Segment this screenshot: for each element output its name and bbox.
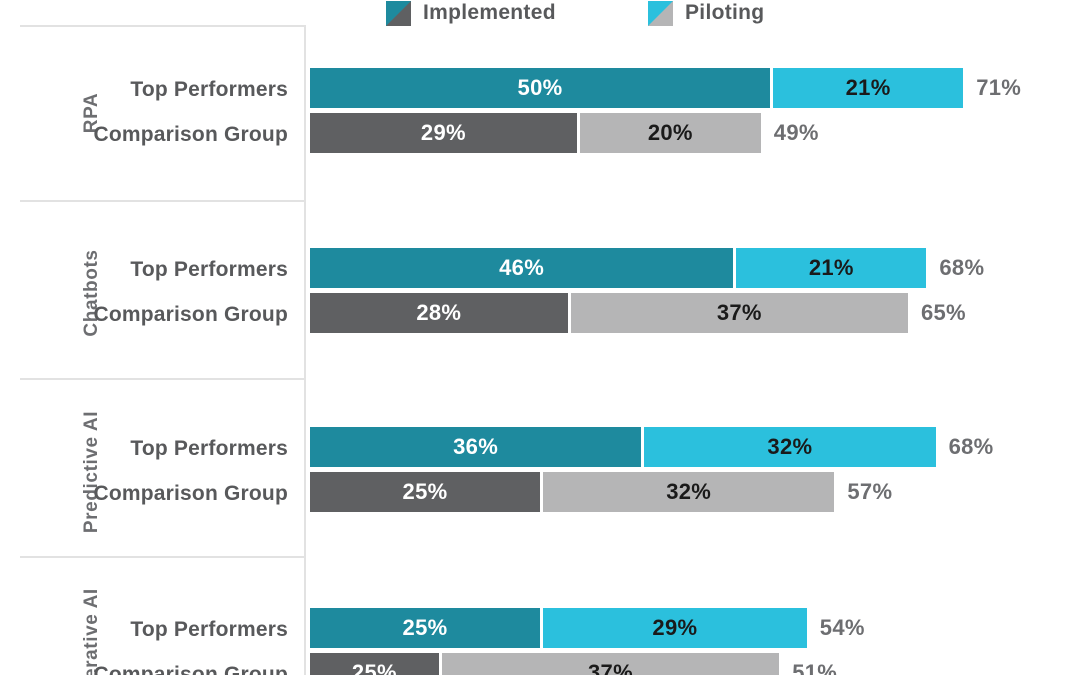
category-cell: RPA Top Performers Comparison Group <box>20 25 306 200</box>
bar-comparison-group: 28% 37% 65% <box>310 293 966 333</box>
bar-comparison-group: 25% 32% 57% <box>310 472 892 512</box>
segment-piloting: 29% <box>540 608 807 648</box>
segment-implemented: 25% <box>310 472 540 512</box>
total-label: 57% <box>847 479 893 504</box>
category-cell: Chatbots Top Performers Comparison Group <box>20 200 306 378</box>
legend-label-piloting: Piloting <box>685 1 765 24</box>
legend-label-implemented: Implemented <box>423 1 556 24</box>
total-label: 49% <box>773 120 819 145</box>
category-section-rpa: RPA Top Performers Comparison Group 50% 2… <box>0 25 1080 200</box>
total-label: 65% <box>920 300 966 325</box>
total-label: 68% <box>939 255 985 280</box>
total-label: 54% <box>819 615 865 640</box>
category-cell: Predictive AI Top Performers Comparison … <box>20 378 306 556</box>
row-label-comparison-group: Comparison Group <box>93 482 288 505</box>
bar-top-performers: 36% 32% 68% <box>310 427 994 467</box>
segment-implemented: 50% <box>310 68 770 108</box>
legend-swatch-implemented-icon <box>386 0 411 26</box>
segment-implemented: 36% <box>310 427 642 467</box>
segment-piloting: 21% <box>733 248 927 288</box>
bar-comparison-group: 25% 37% 51% <box>310 653 837 675</box>
category-section-generative-ai: Generative AI Top Performers Comparison … <box>0 556 1080 675</box>
legend-swatch-piloting-icon <box>648 0 673 26</box>
category-label: Predictive AI <box>81 410 102 534</box>
row-label-top-performers: Top Performers <box>130 78 288 101</box>
row-label-top-performers: Top Performers <box>130 437 288 460</box>
row-label-top-performers: Top Performers <box>130 618 288 641</box>
total-label: 51% <box>792 660 838 675</box>
bar-top-performers: 50% 21% 71% <box>310 68 1021 108</box>
legend-item-implemented: Implemented <box>386 0 556 26</box>
bar-top-performers: 46% 21% 68% <box>310 248 984 288</box>
total-label: 71% <box>976 75 1022 100</box>
segment-implemented: 25% <box>310 608 540 648</box>
category-section-chatbots: Chatbots Top Performers Comparison Group… <box>0 200 1080 378</box>
total-label: 68% <box>948 434 994 459</box>
segment-piloting: 32% <box>641 427 936 467</box>
row-label-comparison-group: Comparison Group <box>93 123 288 146</box>
segment-implemented: 46% <box>310 248 734 288</box>
row-label-comparison-group: Comparison Group <box>93 663 288 675</box>
legend: Implemented Piloting <box>0 0 1080 28</box>
category-cell: Generative AI Top Performers Comparison … <box>20 556 306 675</box>
bar-top-performers: 25% 29% 54% <box>310 608 865 648</box>
row-label-comparison-group: Comparison Group <box>93 303 288 326</box>
segment-piloting: 32% <box>540 472 835 512</box>
category-section-predictive-ai: Predictive AI Top Performers Comparison … <box>0 378 1080 556</box>
segment-piloting: 20% <box>576 113 761 153</box>
segment-implemented: 28% <box>310 293 568 333</box>
segment-implemented: 25% <box>310 653 439 675</box>
bar-comparison-group: 29% 20% 49% <box>310 113 819 153</box>
segment-implemented: 29% <box>310 113 577 153</box>
segment-piloting: 37% <box>438 653 780 675</box>
legend-item-piloting: Piloting <box>648 0 764 26</box>
row-label-top-performers: Top Performers <box>130 258 288 281</box>
segment-piloting: 21% <box>770 68 964 108</box>
segment-piloting: 37% <box>567 293 908 333</box>
